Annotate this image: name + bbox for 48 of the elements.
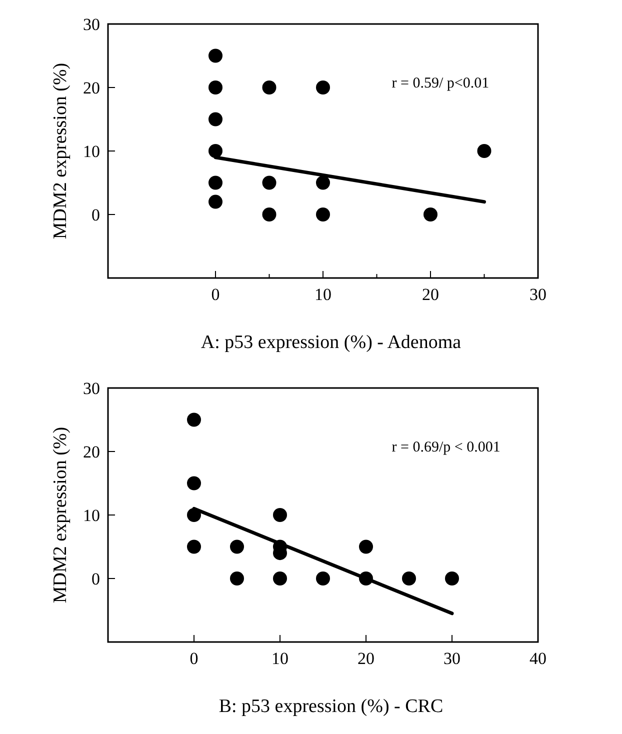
annotation: r = 0.69/p < 0.001 [392,440,500,456]
annotation: r = 0.59/ p<0.01 [392,76,490,92]
x-tick-label: 20 [358,649,374,668]
y-tick-label: 10 [83,506,100,525]
point [187,412,201,427]
point [262,80,276,94]
x-tick-label: 10 [314,285,332,304]
y-tick-label: 0 [92,205,100,224]
x-tick-label: 0 [211,285,220,304]
y-tick-label: 30 [83,378,100,398]
point [424,208,438,222]
x-axis-title: B: p53 expression (%) - CRC [218,696,444,717]
point [316,176,330,190]
point [402,572,416,586]
x-axis-title: A: p53 expression (%) - Adenoma [200,332,462,353]
point [208,112,222,126]
y-tick-label: 20 [83,78,100,98]
point [262,176,276,190]
y-axis-title: MDM2 expression (%) [50,62,71,240]
point [187,540,201,554]
point [187,476,201,490]
point [230,572,244,586]
point [208,48,222,63]
y-tick-label: 10 [83,142,100,161]
x-tick-label: 40 [530,649,546,668]
point [208,194,222,209]
point [316,572,330,586]
point [230,540,244,554]
point [273,572,287,586]
point [208,176,222,190]
point [445,572,459,586]
y-tick-label: 30 [83,14,100,34]
point [477,144,492,158]
y-tick-label: 0 [92,569,100,588]
x-tick-label: 0 [190,649,198,668]
point [316,80,330,94]
y-axis-title: MDM2 expression (%) [50,426,71,604]
y-tick-label: 20 [83,442,100,462]
point [273,508,287,522]
x-tick-label: 30 [530,285,546,304]
point [262,208,276,222]
point [359,540,373,554]
point [316,208,330,222]
x-tick-label: 20 [422,285,439,304]
point [208,144,222,158]
x-tick-label: 10 [272,649,288,668]
x-tick-label: 30 [444,649,460,668]
point [208,80,222,94]
